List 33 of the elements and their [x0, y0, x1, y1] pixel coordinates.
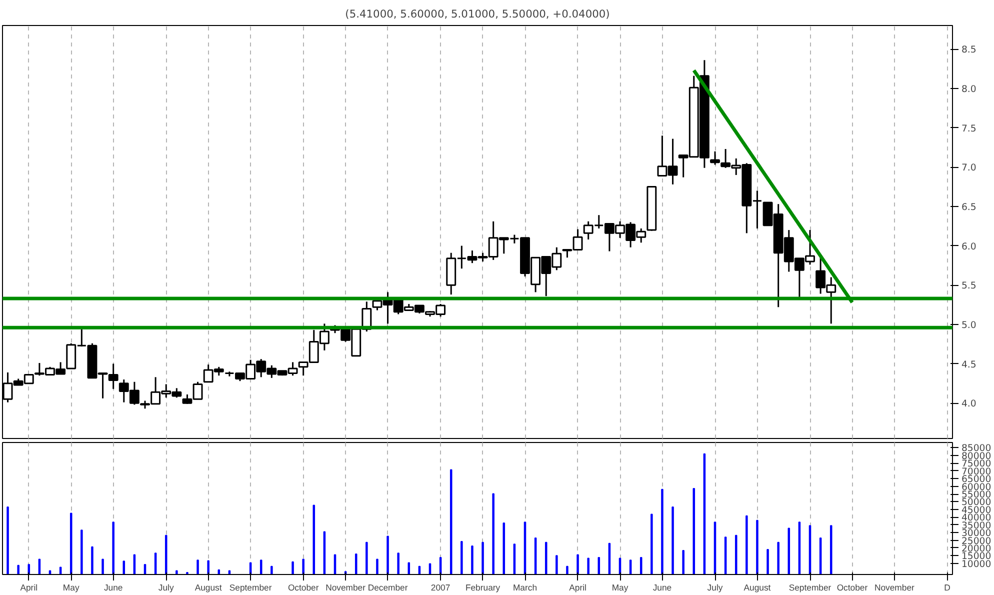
x-tick-label: April	[20, 582, 38, 592]
y-tick-label: 7.0	[962, 162, 976, 174]
y-tick-label: 8.5	[962, 44, 976, 56]
y-tick-label: 6.5	[962, 202, 976, 213]
x-tick-label: October	[836, 582, 868, 592]
x-tick-label: 2007	[430, 582, 450, 592]
x-tick-label: November	[326, 582, 366, 592]
x-tick-label: July	[158, 582, 174, 592]
x-tick-label: November	[874, 582, 915, 592]
x-tick-label: March	[512, 582, 538, 592]
x-tick-label: May	[612, 582, 629, 592]
y-tick-label: 5.0	[962, 320, 976, 331]
y-tick-label: 6.0	[962, 241, 976, 252]
y-tick-label: 4.5	[962, 359, 976, 370]
y-tick-label: 5.5	[962, 280, 976, 292]
x-tick-label: August	[744, 582, 772, 592]
y-tick-label: 8.0	[962, 84, 976, 95]
x-tick-label: September	[788, 582, 832, 592]
y-tick-label: 10000	[962, 558, 992, 570]
y-tick-label: 7.5	[962, 123, 976, 134]
x-tick-label: June	[104, 582, 123, 592]
x-tick-label: June	[652, 582, 672, 592]
chart-title: (5.41000, 5.60000, 5.01000, 5.50000, +0.04000)	[345, 8, 610, 20]
x-tick-label: D	[944, 582, 950, 592]
x-tick-label: April	[569, 582, 587, 592]
x-tick-label: September	[229, 582, 272, 592]
x-tick-label: February	[465, 582, 501, 592]
x-tick-label: December	[368, 582, 408, 592]
x-tick-label: May	[62, 582, 80, 592]
x-tick-label: July	[707, 582, 724, 592]
x-tick-label: October	[288, 582, 319, 592]
y-tick-label: 4.0	[962, 398, 976, 410]
x-tick-label: August	[194, 582, 222, 592]
